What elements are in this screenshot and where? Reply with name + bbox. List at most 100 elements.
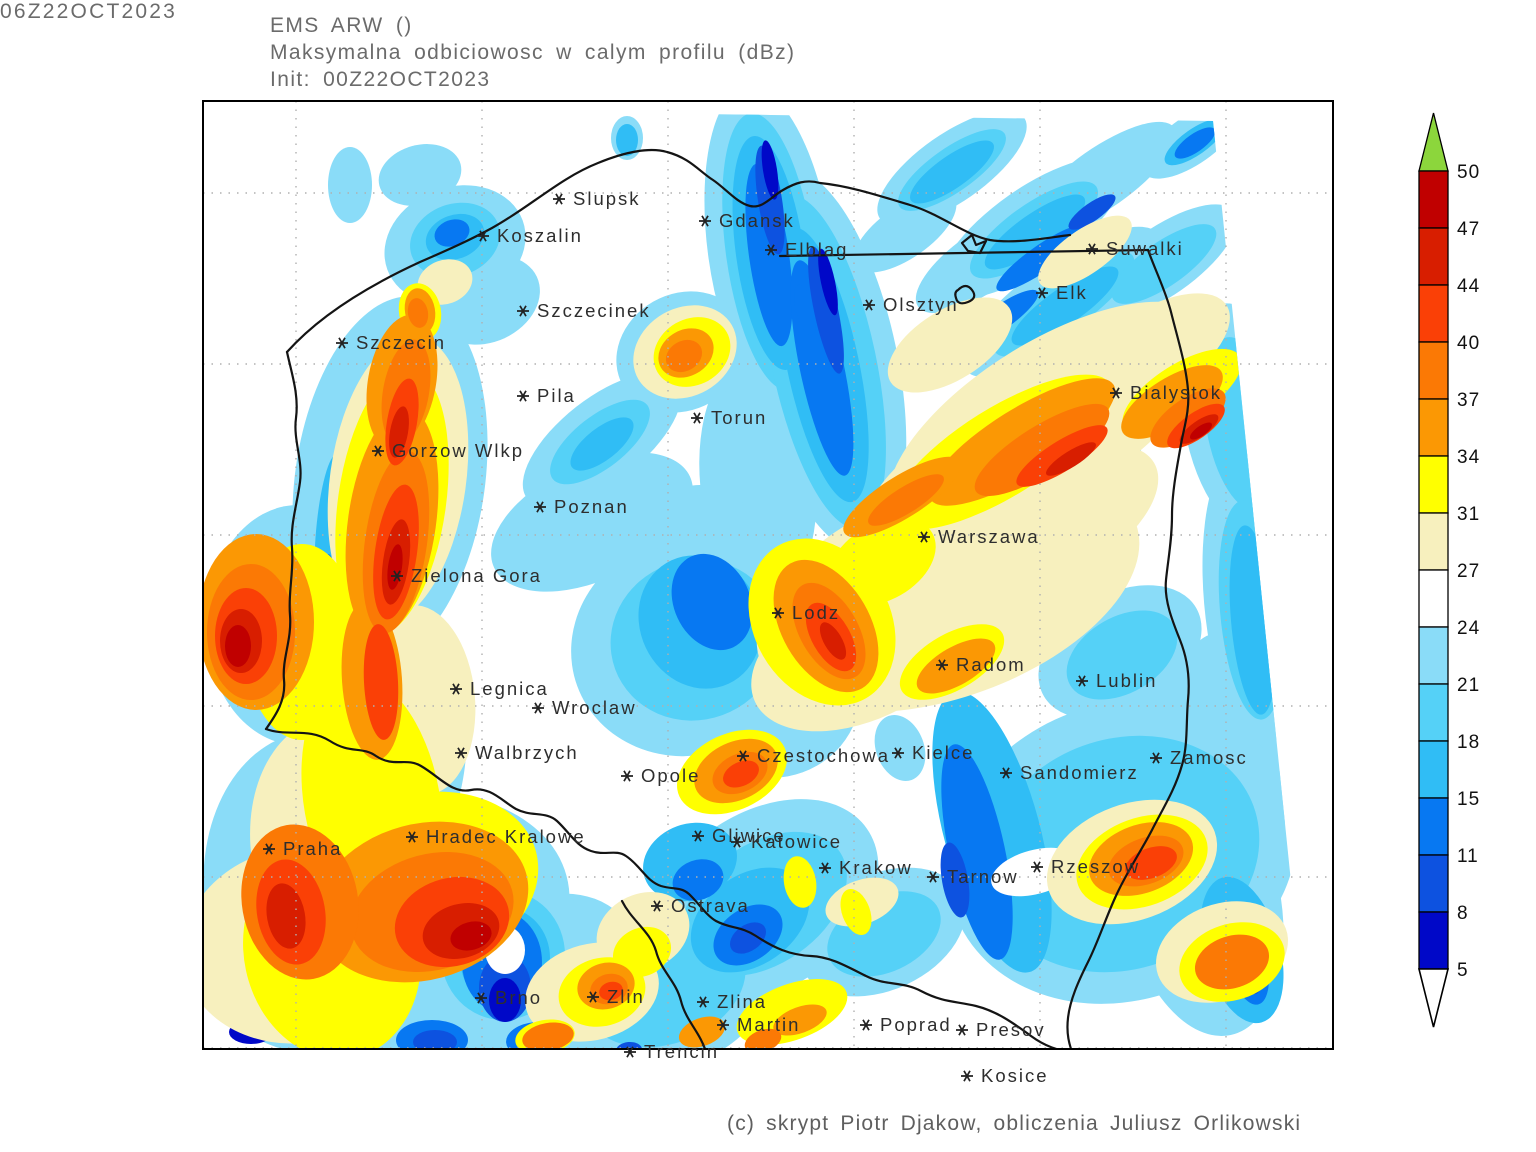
city: Czestochowa: [737, 745, 890, 766]
city-label: Kosice: [981, 1065, 1049, 1086]
colorbar-tick-label: 40: [1457, 333, 1480, 354]
city-label: Slupsk: [573, 188, 641, 209]
colorbar-segment: [1419, 627, 1448, 684]
city-marker-asterisk: [956, 1025, 968, 1035]
colorbar-tick-label: 5: [1457, 960, 1469, 981]
colorbar-segment: [1419, 456, 1448, 513]
reflectivity-blob: [225, 625, 251, 667]
reflectivity-field: [166, 78, 1340, 1105]
city: Kosice: [961, 1065, 1049, 1086]
city-label: Koszalin: [497, 225, 583, 246]
colorbar-over-arrow: [1419, 113, 1448, 171]
city-label: Warszawa: [938, 526, 1040, 547]
city-marker-asterisk: [532, 703, 544, 713]
colorbar-segment: [1419, 855, 1448, 912]
city: Opole: [621, 765, 700, 786]
city-label: Trencin: [644, 1041, 719, 1062]
colorbar-under-arrow: [1419, 969, 1448, 1027]
city-label: Ostrava: [671, 895, 750, 916]
credit-text: (c) skrypt Piotr Djakow, obliczenia Juli…: [727, 1112, 1301, 1136]
reflectivity-map: Slupsk Koszalin Gdansk Elblag Suwalki Olsztyn…: [0, 0, 1536, 1152]
city-label: Opole: [641, 765, 700, 786]
city-label: Bialystok: [1130, 382, 1222, 403]
city-label: Presov: [976, 1019, 1046, 1040]
city-marker-asterisk: [691, 413, 703, 423]
city-label: Lublin: [1096, 670, 1157, 691]
colorbar-segment: [1419, 285, 1448, 342]
city: Presov: [956, 1019, 1046, 1040]
city-label: Hradec Kralowe: [426, 826, 586, 847]
city: Walbrzych: [455, 742, 579, 763]
city-label: Brno: [495, 987, 542, 1008]
city-label: Rzeszow: [1051, 856, 1140, 877]
colorbar-legend: 5047444037343127242118151185: [1419, 113, 1480, 1027]
city-label: Martin: [737, 1014, 800, 1035]
colorbar-tick-label: 8: [1457, 903, 1469, 924]
city: Sandomierz: [1000, 762, 1139, 783]
weather-map-page: EMS ARW () Maksymalna odbiciowosc w caly…: [0, 0, 1536, 1152]
colorbar-segment: [1419, 171, 1448, 228]
city-marker-asterisk: [517, 391, 529, 401]
city: Hradec Kralowe: [406, 826, 586, 847]
city-label: Czestochowa: [757, 745, 890, 766]
city-label: Olsztyn: [883, 294, 959, 315]
city-label: Torun: [711, 407, 767, 428]
colorbar-tick-label: 47: [1457, 219, 1480, 240]
colorbar-segment: [1419, 342, 1448, 399]
city-label: Zamosc: [1170, 747, 1248, 768]
colorbar-segment: [1419, 741, 1448, 798]
city-label: Tarnow: [947, 866, 1019, 887]
city: Wroclaw: [532, 697, 637, 718]
city-label: Zlina: [717, 991, 767, 1012]
colorbar-segment: [1419, 684, 1448, 741]
city-label: Poznan: [554, 496, 629, 517]
city-label: Zielona Gora: [411, 565, 542, 586]
city-label: Szczecin: [356, 332, 446, 353]
city-label: Gorzow Wlkp: [392, 440, 524, 461]
colorbar-tick-label: 37: [1457, 390, 1480, 411]
city-label: Elk: [1056, 282, 1088, 303]
colorbar-tick-label: 34: [1457, 447, 1480, 468]
city-label: Radom: [956, 654, 1026, 675]
city-marker-asterisk: [621, 771, 633, 781]
city-label: Poprad: [880, 1014, 952, 1035]
colorbar-tick-label: 44: [1457, 276, 1480, 297]
colorbar-segment: [1419, 513, 1448, 570]
city: Poprad: [860, 1014, 952, 1035]
city: Slupsk: [553, 188, 641, 209]
city-label: Gdansk: [719, 210, 795, 231]
colorbar-segment: [1419, 798, 1448, 855]
colorbar-tick-label: 24: [1457, 618, 1480, 639]
colorbar-tick-label: 11: [1457, 846, 1479, 867]
city-label: Elblag: [785, 239, 848, 260]
city-label: Suwalki: [1106, 238, 1184, 259]
city-label: Szczecinek: [537, 300, 651, 321]
colorbar-tick-label: 27: [1457, 561, 1480, 582]
city: Torun: [691, 407, 767, 428]
reflectivity-blob: [413, 1030, 457, 1054]
colorbar-tick-label: 18: [1457, 732, 1480, 753]
colorbar-segment: [1419, 570, 1448, 627]
colorbar-segment: [1419, 228, 1448, 285]
city-label: Legnica: [470, 678, 549, 699]
city-marker-asterisk: [553, 194, 565, 204]
city-label: Lodz: [792, 602, 840, 623]
city-label: Praha: [283, 838, 342, 859]
city-marker-asterisk: [860, 1020, 872, 1030]
city-label: Pila: [537, 385, 576, 406]
city-label: Zlin: [607, 986, 645, 1007]
colorbar-tick-label: 31: [1457, 504, 1480, 525]
city-label: Kielce: [912, 742, 974, 763]
city: Szczecinek: [517, 300, 651, 321]
city-label: Wroclaw: [552, 697, 637, 718]
colorbar-tick-label: 50: [1457, 162, 1480, 183]
city: Zielona Gora: [391, 565, 542, 586]
city: Pila: [517, 385, 576, 406]
city-marker-asterisk: [961, 1071, 973, 1081]
reflectivity-blob: [328, 147, 372, 223]
city: Gorzow Wlkp: [372, 440, 524, 461]
city-label: Krakow: [839, 857, 913, 878]
colorbar-segment: [1419, 912, 1448, 969]
colorbar-segment: [1419, 399, 1448, 456]
city-label: Katowice: [751, 831, 842, 852]
